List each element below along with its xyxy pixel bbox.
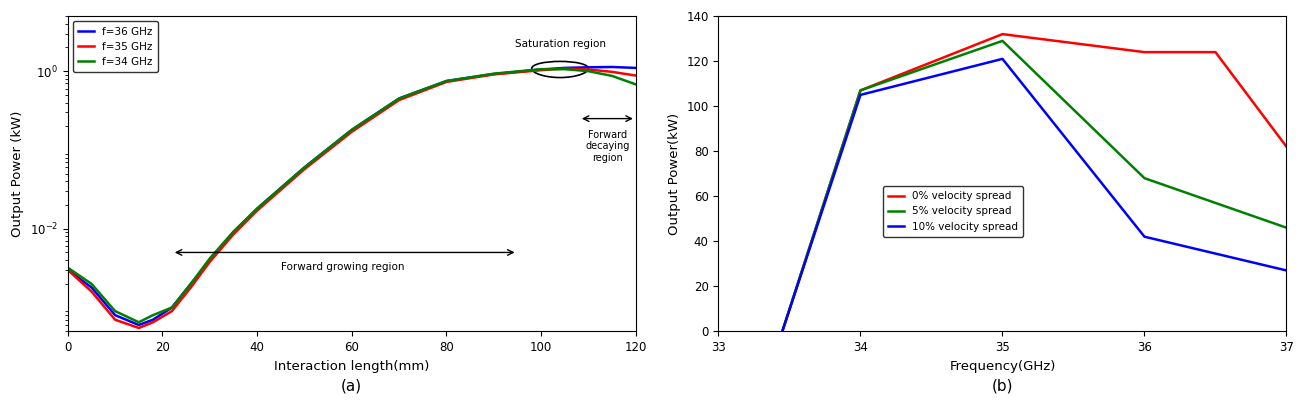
Line: f=36 GHz: f=36 GHz xyxy=(68,67,636,325)
Y-axis label: Output Power(kW): Output Power(kW) xyxy=(668,113,681,235)
f=35 GHz xyxy=(84,289,99,294)
f=36 GHz xyxy=(130,322,146,327)
f=34 GHz xyxy=(581,69,596,74)
f=36 GHz xyxy=(107,313,123,318)
f=35 GHz xyxy=(438,80,454,84)
f=35 GHz xyxy=(392,98,407,103)
f=34 GHz xyxy=(60,265,76,270)
f=36 GHz xyxy=(438,79,454,84)
Legend: 0% velocity spread, 5% velocity spread, 10% velocity spread: 0% velocity spread, 5% velocity spread, … xyxy=(882,186,1023,237)
f=34 GHz xyxy=(296,165,312,170)
f=34 GHz xyxy=(485,71,501,76)
f=35 GHz xyxy=(249,208,265,213)
f=34 GHz xyxy=(345,127,360,132)
0% velocity spread xyxy=(1137,50,1152,55)
f=36 GHz xyxy=(84,285,99,290)
f=34 GHz xyxy=(164,305,180,310)
f=34 GHz xyxy=(392,96,407,101)
Text: (b): (b) xyxy=(992,379,1013,393)
f=35 GHz xyxy=(130,326,146,330)
f=36 GHz xyxy=(604,65,620,69)
f=35 GHz xyxy=(107,317,123,322)
f=36 GHz xyxy=(183,281,198,286)
f=36 GHz xyxy=(557,65,573,70)
f=35 GHz xyxy=(226,232,241,237)
f=34 GHz xyxy=(604,74,620,78)
f=35 GHz xyxy=(164,309,180,314)
f=34 GHz xyxy=(534,67,549,72)
Y-axis label: Output Power (kW): Output Power (kW) xyxy=(12,110,23,237)
0% velocity spread xyxy=(1207,50,1223,55)
10% velocity spread xyxy=(775,329,791,334)
f=34 GHz xyxy=(249,206,265,211)
f=35 GHz xyxy=(183,285,198,290)
f=34 GHz xyxy=(84,281,99,286)
0% velocity spread xyxy=(994,32,1010,36)
0% velocity spread xyxy=(1279,144,1295,149)
f=35 GHz xyxy=(604,69,620,74)
f=35 GHz xyxy=(557,66,573,71)
Line: 0% velocity spread: 0% velocity spread xyxy=(783,34,1287,331)
f=36 GHz xyxy=(202,258,218,263)
5% velocity spread xyxy=(1279,225,1295,230)
f=34 GHz xyxy=(107,309,123,314)
f=36 GHz xyxy=(145,317,161,322)
5% velocity spread xyxy=(852,88,868,93)
X-axis label: Frequency(GHz): Frequency(GHz) xyxy=(949,360,1056,372)
10% velocity spread xyxy=(852,93,868,97)
f=34 GHz xyxy=(628,82,643,87)
Text: Forward growing region: Forward growing region xyxy=(281,262,405,272)
f=36 GHz xyxy=(581,65,596,70)
10% velocity spread xyxy=(994,57,1010,61)
5% velocity spread xyxy=(1137,176,1152,181)
f=34 GHz xyxy=(438,79,454,84)
f=34 GHz xyxy=(183,281,198,286)
f=36 GHz xyxy=(485,72,501,76)
f=35 GHz xyxy=(485,72,501,77)
f=35 GHz xyxy=(581,67,596,72)
f=36 GHz xyxy=(249,206,265,211)
f=35 GHz xyxy=(202,259,218,264)
f=35 GHz xyxy=(60,267,76,272)
Line: f=35 GHz: f=35 GHz xyxy=(68,69,636,328)
f=35 GHz xyxy=(345,129,360,134)
f=34 GHz xyxy=(557,67,573,72)
Legend: f=36 GHz, f=35 GHz, f=34 GHz: f=36 GHz, f=35 GHz, f=34 GHz xyxy=(73,21,158,72)
f=36 GHz xyxy=(628,65,643,70)
Text: Saturation region: Saturation region xyxy=(514,39,606,49)
X-axis label: Interaction length(mm): Interaction length(mm) xyxy=(274,360,429,372)
f=34 GHz xyxy=(202,256,218,261)
f=36 GHz xyxy=(392,96,407,101)
f=34 GHz xyxy=(130,320,146,325)
0% velocity spread xyxy=(852,88,868,93)
Line: f=34 GHz: f=34 GHz xyxy=(68,69,636,322)
0% velocity spread xyxy=(775,329,791,334)
f=36 GHz xyxy=(296,165,312,170)
5% velocity spread xyxy=(994,38,1010,43)
f=34 GHz xyxy=(226,229,241,234)
f=35 GHz xyxy=(628,73,643,78)
f=35 GHz xyxy=(145,320,161,325)
Text: Forward
decaying
region: Forward decaying region xyxy=(585,130,629,163)
f=36 GHz xyxy=(164,305,180,310)
f=36 GHz xyxy=(534,67,549,72)
f=35 GHz xyxy=(534,68,549,73)
5% velocity spread xyxy=(775,329,791,334)
f=35 GHz xyxy=(296,167,312,172)
Line: 5% velocity spread: 5% velocity spread xyxy=(783,41,1287,331)
Text: (a): (a) xyxy=(341,379,363,393)
10% velocity spread xyxy=(1137,234,1152,239)
10% velocity spread xyxy=(1279,268,1295,273)
f=36 GHz xyxy=(226,230,241,235)
f=36 GHz xyxy=(60,267,76,272)
Line: 10% velocity spread: 10% velocity spread xyxy=(783,59,1287,331)
f=36 GHz xyxy=(345,127,360,132)
f=34 GHz xyxy=(145,313,161,318)
